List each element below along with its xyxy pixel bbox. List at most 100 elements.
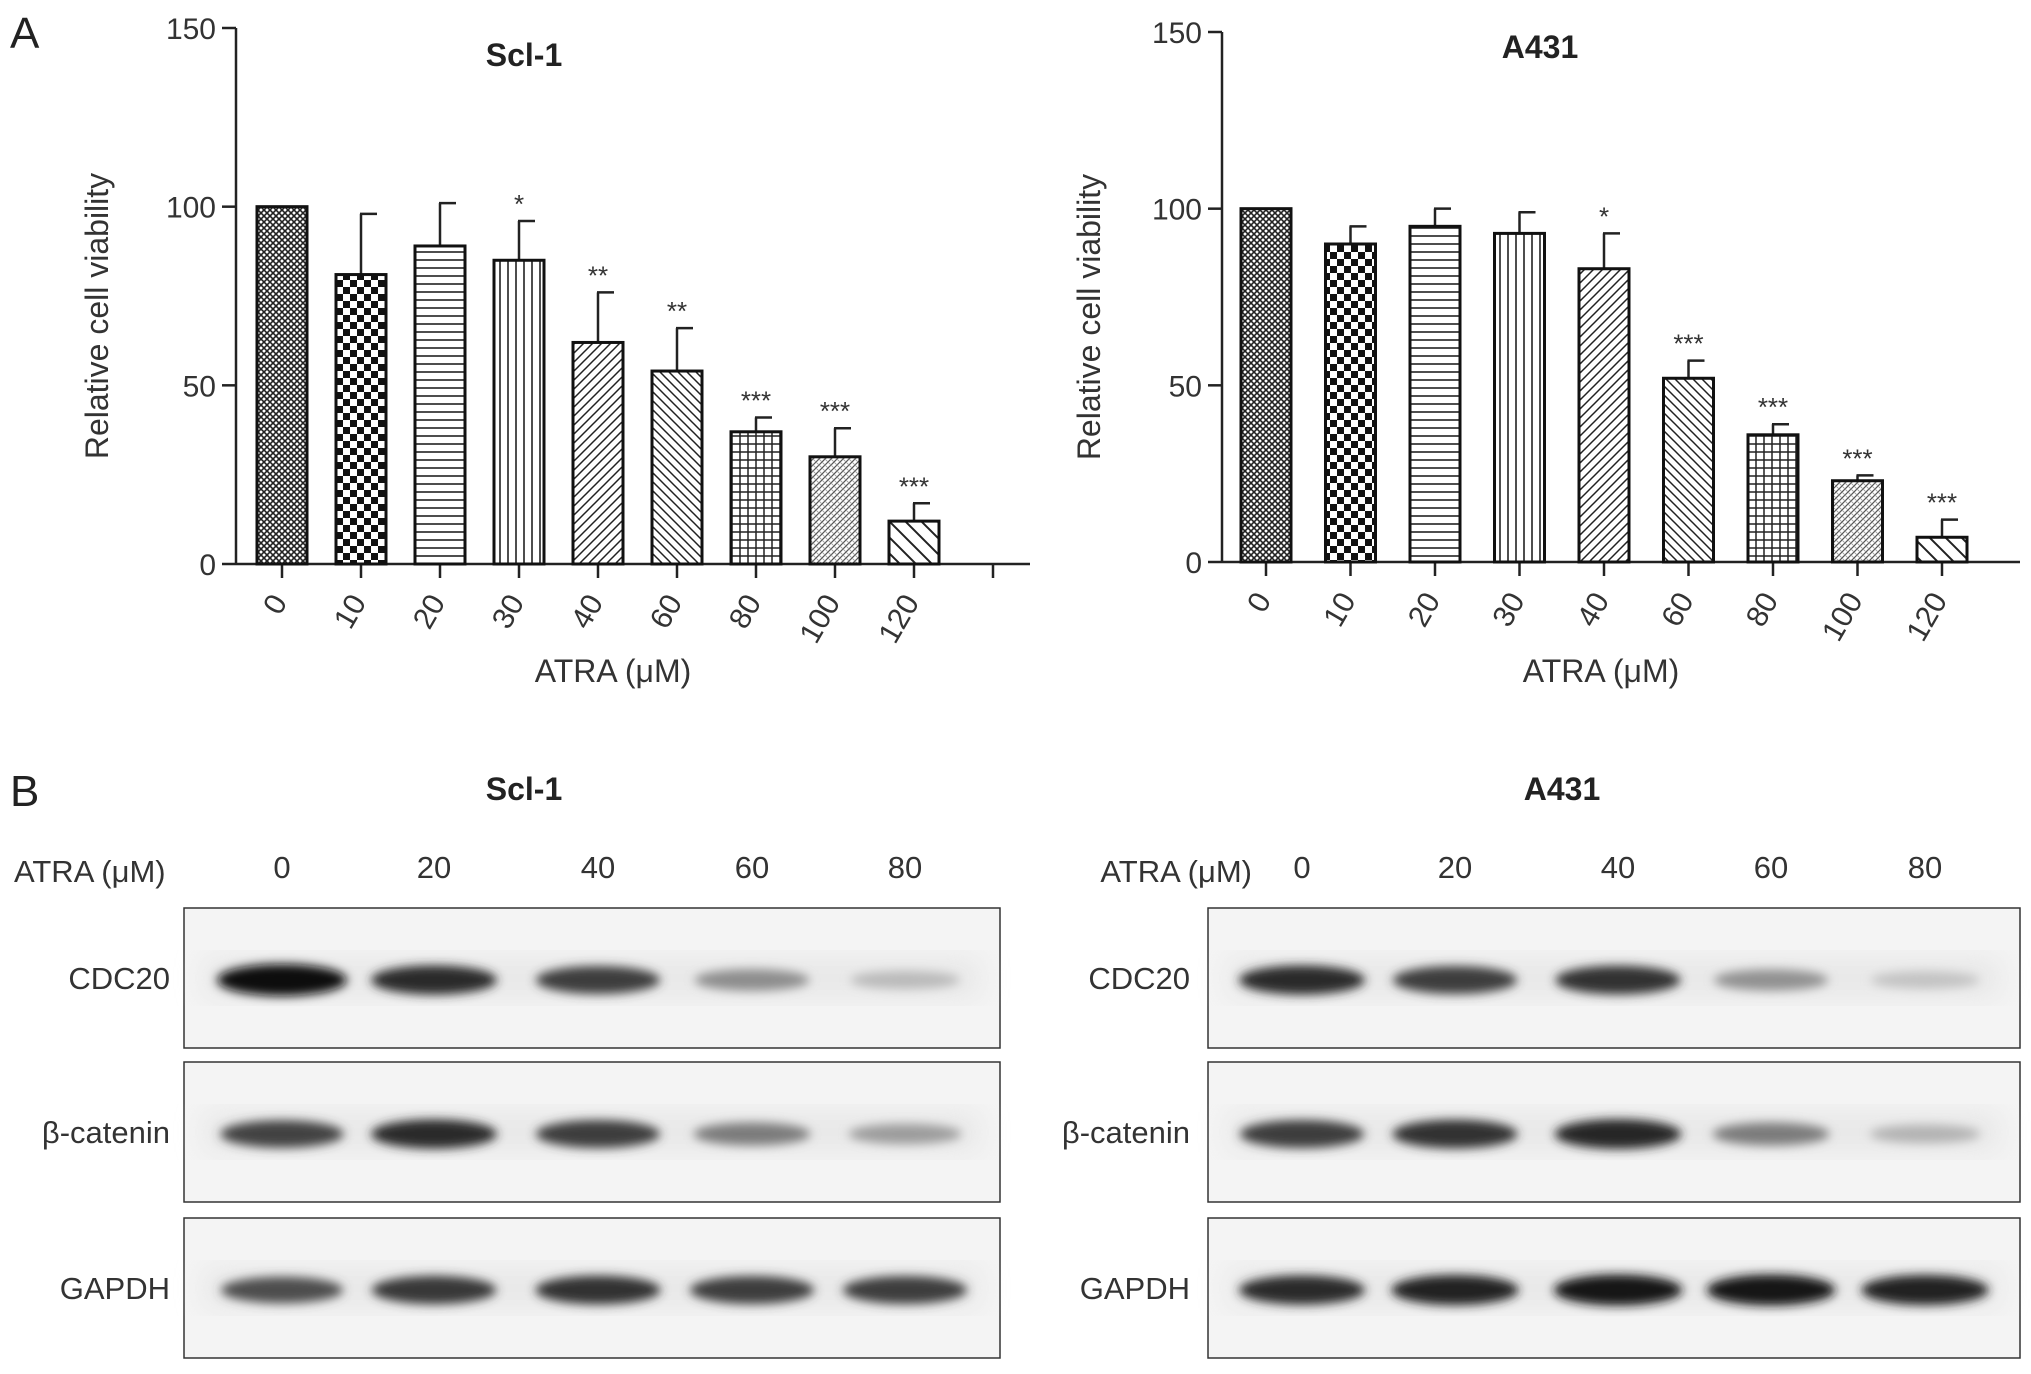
significance-label: *** (1927, 488, 1957, 518)
chart-title: Scl-1 (486, 37, 562, 73)
lane-label: 0 (273, 850, 290, 885)
bar (887, 519, 941, 566)
panel-label-b: B (10, 767, 39, 816)
blot-band (220, 1276, 344, 1304)
protein-label: β-catenin (42, 1115, 170, 1150)
x-axis-label: ATRA (μM) (535, 653, 692, 689)
blot-band (370, 965, 498, 995)
significance-label: *** (1842, 443, 1872, 473)
y-tick-label: 100 (166, 192, 216, 225)
western-blot-scl1: Scl-1 ATRA (μM) 0 20 40 60 80 CDC20 β-catenin GAP… (14, 771, 1001, 1359)
blot-band (535, 965, 661, 995)
y-tick-label: 0 (1185, 547, 1202, 580)
blot-band (1392, 965, 1518, 995)
y-tick-label: 150 (1152, 17, 1202, 50)
bar (808, 455, 862, 566)
blot-band (535, 1119, 661, 1149)
blot-band (850, 971, 960, 989)
blot-band (1554, 1119, 1682, 1149)
lane-label: 60 (1754, 850, 1788, 885)
x-tick-label: 100 (793, 589, 847, 649)
x-axis-label: ATRA (μM) (1523, 653, 1680, 689)
lane-label: 20 (1438, 850, 1472, 885)
x-tick-label: 10 (328, 589, 373, 634)
blot-band (1712, 1122, 1830, 1146)
blot-title: Scl-1 (486, 771, 562, 807)
y-tick-label: 50 (1169, 370, 1202, 403)
significance-label: *** (899, 471, 929, 501)
blot-band (1392, 1119, 1518, 1149)
lane-label: 0 (1293, 850, 1310, 885)
blot-band (848, 1123, 962, 1145)
x-tick-label: 60 (644, 589, 689, 634)
blot-band (1238, 965, 1366, 995)
western-blot-a431: A431 ATRA (μM) 0 20 40 60 80 CDC20 β-catenin GAPD… (1062, 771, 2021, 1359)
significance-label: ** (588, 260, 608, 290)
blot-band (1713, 969, 1829, 991)
lane-label: 20 (417, 850, 451, 885)
bar (255, 205, 309, 566)
bar (1577, 267, 1631, 564)
significance-label: * (1599, 201, 1609, 231)
significance-label: *** (741, 385, 771, 415)
treatment-label: ATRA (μM) (1100, 854, 1252, 889)
x-tick-label: 10 (1317, 587, 1362, 632)
x-tick-label: 40 (565, 589, 610, 634)
y-tick-label: 100 (1152, 194, 1202, 227)
blot-band (1238, 1275, 1366, 1305)
blot-band (535, 1275, 661, 1305)
protein-label: GAPDH (60, 1271, 170, 1306)
y-axis-label: Relative cell viability (79, 173, 115, 459)
significance-label: ** (667, 296, 687, 326)
bar (1239, 207, 1293, 564)
lane-label: 60 (735, 850, 769, 885)
blot-band (1870, 971, 1980, 989)
chart-title: A431 (1502, 29, 1579, 65)
x-tick-label: 0 (257, 589, 294, 620)
blot-band (1861, 1274, 1989, 1306)
x-tick-label: 80 (723, 589, 768, 634)
blot-band (1553, 1274, 1683, 1306)
x-tick-label: 30 (1486, 587, 1531, 632)
bar (413, 244, 467, 566)
blot-band (1555, 965, 1681, 995)
x-tick-label: 30 (486, 589, 531, 634)
bar (1746, 433, 1800, 564)
blot-band (694, 969, 810, 991)
lane-label: 40 (1601, 850, 1635, 885)
bar (1493, 231, 1546, 564)
blot-band (693, 1122, 811, 1146)
treatment-label: ATRA (μM) (14, 854, 166, 889)
blot-band (371, 1275, 497, 1305)
lane-label: 40 (581, 850, 615, 885)
blot-band (1239, 1119, 1365, 1149)
blot-band (842, 1275, 968, 1305)
y-tick-label: 50 (183, 370, 216, 403)
protein-label: CDC20 (68, 961, 170, 996)
x-tick-label: 120 (872, 589, 926, 649)
protein-label: β-catenin (1062, 1115, 1190, 1150)
x-tick-label: 80 (1740, 587, 1785, 632)
x-tick-label: 100 (1816, 587, 1870, 647)
bar (571, 340, 625, 566)
protein-label: CDC20 (1088, 961, 1190, 996)
y-tick-label: 150 (166, 13, 216, 46)
lane-label: 80 (888, 850, 922, 885)
blot-band (1869, 1124, 1981, 1144)
y-axis-label: Relative cell viability (1071, 174, 1107, 460)
bar (492, 258, 546, 566)
x-tick-label: 60 (1655, 587, 1700, 632)
significance-label: *** (1758, 392, 1788, 422)
protein-label: GAPDH (1080, 1271, 1190, 1306)
x-tick-label: 20 (407, 589, 452, 634)
blot-band (220, 1120, 344, 1148)
lane-label: 80 (1908, 850, 1942, 885)
y-tick-label: 0 (199, 549, 216, 582)
x-tick-label: 0 (1241, 587, 1278, 618)
significance-label: * (514, 189, 524, 219)
significance-label: *** (820, 396, 850, 426)
blot-band (370, 1119, 498, 1149)
